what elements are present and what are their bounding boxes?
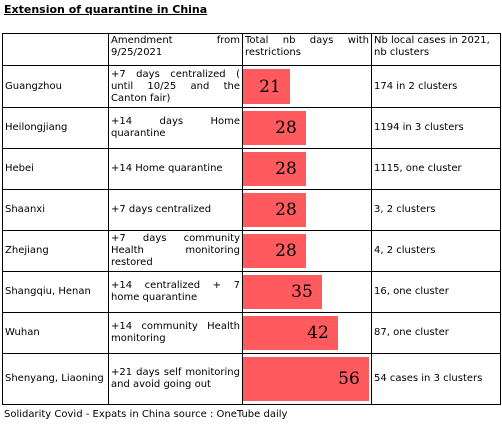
quarantine-table: Amendment from 9/25/2021 Total nb days w… [2,33,501,405]
days-bar [243,193,306,227]
days-bar [243,111,306,145]
cases-cell: 87, one cluster [371,312,501,354]
days-value: 28 [275,200,297,220]
amendment-cell: +7 days centralized ( until 10/25 and th… [108,65,243,108]
days-value: 28 [275,241,297,261]
page-title: Extension of quarantine in China [4,3,208,16]
days-bar [243,316,338,350]
amendment-cell: +14 community Health monitoring [108,312,243,354]
cases-cell: 1194 in 3 clusters [371,107,501,149]
table-row: Heilongjiang +14 days Home quarantine 28 11… [2,107,501,149]
days-bar [243,234,306,268]
days-bar-cell: 28 [242,230,372,272]
amendment-cell: +14 days Home quarantine [108,107,243,149]
cases-cell: 4, 2 clusters [371,230,501,272]
province-cell: Shaanxi [2,189,109,231]
cases-cell: 54 cases in 3 clusters [371,353,501,405]
header-total-days: Total nb days with restrictions [242,33,372,66]
amendment-cell: +7 days community Health monitoring rest… [108,230,243,272]
table-row: Hebei +14 Home quarantine 28 1115, one clus… [2,148,501,190]
table-row: Guangzhou +7 days centralized ( until 10/… [2,65,501,108]
days-bar [243,152,306,186]
header-row: Amendment from 9/25/2021 Total nb days w… [2,33,501,66]
table-row: Shaanxi +7 days centralized 28 3, 2 cluster… [2,189,501,231]
amendment-cell: +21 days self monitoring and avoid going… [108,353,243,405]
cases-cell: 174 in 2 clusters [371,65,501,108]
province-cell: Wuhan [2,312,109,354]
days-bar [243,357,369,401]
days-value: 56 [338,369,360,389]
days-value: 28 [275,159,297,179]
table-row: Wuhan +14 community Health monitoring 42 87… [2,312,501,354]
province-cell: Guangzhou [2,65,109,108]
days-bar [243,69,290,104]
amendment-cell: +14 centralized + 7 home quarantine [108,271,243,313]
days-value: 21 [259,76,281,97]
days-value: 35 [291,282,313,302]
table-row: Shangqiu, Henan +14 centralized + 7 home … [2,271,501,313]
footer-source: Solidarity Covid - Expats in China sourc… [4,409,288,420]
days-bar-cell: 42 [242,312,372,354]
days-value: 28 [275,118,297,138]
province-cell: Zhejiang [2,230,109,272]
days-bar-cell: 56 [242,353,372,405]
header-province [2,33,109,66]
province-cell: Hebei [2,148,109,190]
cases-cell: 1115, one cluster [371,148,501,190]
province-cell: Shenyang, Liaoning [2,353,109,405]
province-cell: Heilongjiang [2,107,109,149]
cases-cell: 3, 2 clusters [371,189,501,231]
days-bar-cell: 28 [242,107,372,149]
cases-cell: 16, one cluster [371,271,501,313]
amendment-cell: +7 days centralized [108,189,243,231]
table-row: Shenyang, Liaoning +21 days self monitori… [2,353,501,405]
province-cell: Shangqiu, Henan [2,271,109,313]
days-bar-cell: 28 [242,148,372,190]
header-local-cases: Nb local cases in 2021, nb clusters [371,33,501,66]
days-bar [243,275,322,309]
days-bar-cell: 21 [242,65,372,108]
table-row: Zhejiang +7 days community Health monitor… [2,230,501,272]
header-amendment: Amendment from 9/25/2021 [108,33,243,66]
days-bar-cell: 35 [242,271,372,313]
amendment-cell: +14 Home quarantine [108,148,243,190]
days-value: 42 [307,323,329,343]
days-bar-cell: 28 [242,189,372,231]
